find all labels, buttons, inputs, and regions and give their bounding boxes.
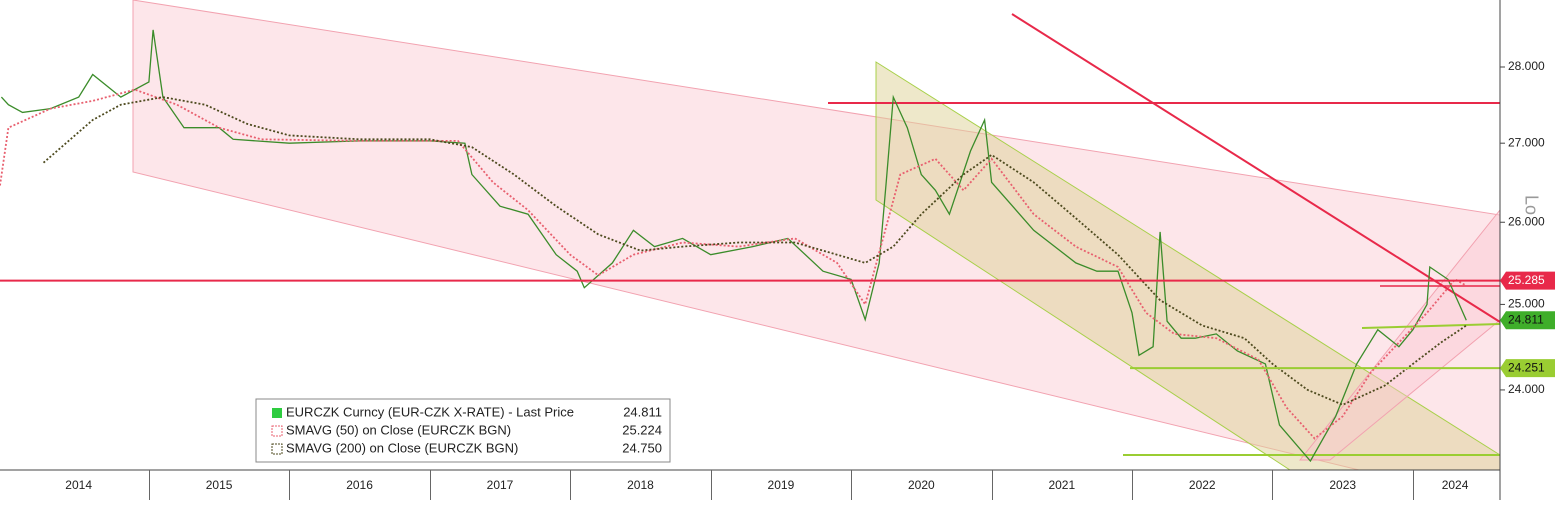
x-tick-label: 2015 (206, 478, 233, 492)
price-tag (1500, 271, 1555, 290)
y-tick-label: 27.000 (1508, 135, 1545, 149)
legend-label: EURCZK Curncy (EUR-CZK X-RATE) - Last Pr… (286, 404, 574, 419)
legend-icon (271, 443, 283, 455)
x-tick-label: 2022 (1189, 478, 1216, 492)
legend-box (255, 398, 671, 463)
x-tick-label: 2020 (908, 478, 935, 492)
legend-label: SMAVG (200) on Close (EURCZK BGN) (286, 440, 518, 455)
scale-label: Lo (1521, 195, 1541, 215)
x-tick-label: 2017 (487, 478, 514, 492)
x-tick-label: 2016 (346, 478, 373, 492)
x-tick-label: 2014 (65, 478, 92, 492)
legend-icon (271, 425, 283, 437)
legend-value: 25.224 (622, 422, 662, 437)
x-tick-label: 2018 (627, 478, 654, 492)
x-tick-label: 2021 (1048, 478, 1075, 492)
series-line (0, 29, 1467, 463)
price-tag (1500, 311, 1555, 330)
legend-icon (272, 408, 282, 418)
price-tag-label: 25.285 (1508, 273, 1545, 287)
x-tick-label: 2024 (1442, 478, 1469, 492)
x-tick-label: 2019 (768, 478, 795, 492)
plot-area (0, 29, 1500, 463)
legend-value: 24.750 (622, 440, 662, 455)
axes: 24.000 25.000 26.000 27.000 28.000 2014 2015 20… (65, 59, 1555, 500)
legend: EURCZK Curncy (EUR-CZK X-RATE) - Last Pr… (255, 398, 671, 463)
legend-value: 24.811 (623, 404, 662, 419)
level-line (1361, 323, 1501, 329)
x-tick-label: 2023 (1329, 478, 1356, 492)
legend-label: SMAVG (50) on Close (EURCZK BGN) (286, 422, 511, 437)
y-tick-label: 24.000 (1508, 382, 1545, 396)
trend-line (1011, 13, 1501, 323)
y-tick-label: 28.000 (1508, 59, 1545, 73)
price-tag (1500, 359, 1555, 378)
y-tick-label: 26.000 (1508, 214, 1545, 228)
y-tick-label: 25.000 (1508, 297, 1545, 311)
price-tag-label: 24.251 (1508, 360, 1545, 374)
price-tag-label: 24.811 (1508, 312, 1544, 326)
